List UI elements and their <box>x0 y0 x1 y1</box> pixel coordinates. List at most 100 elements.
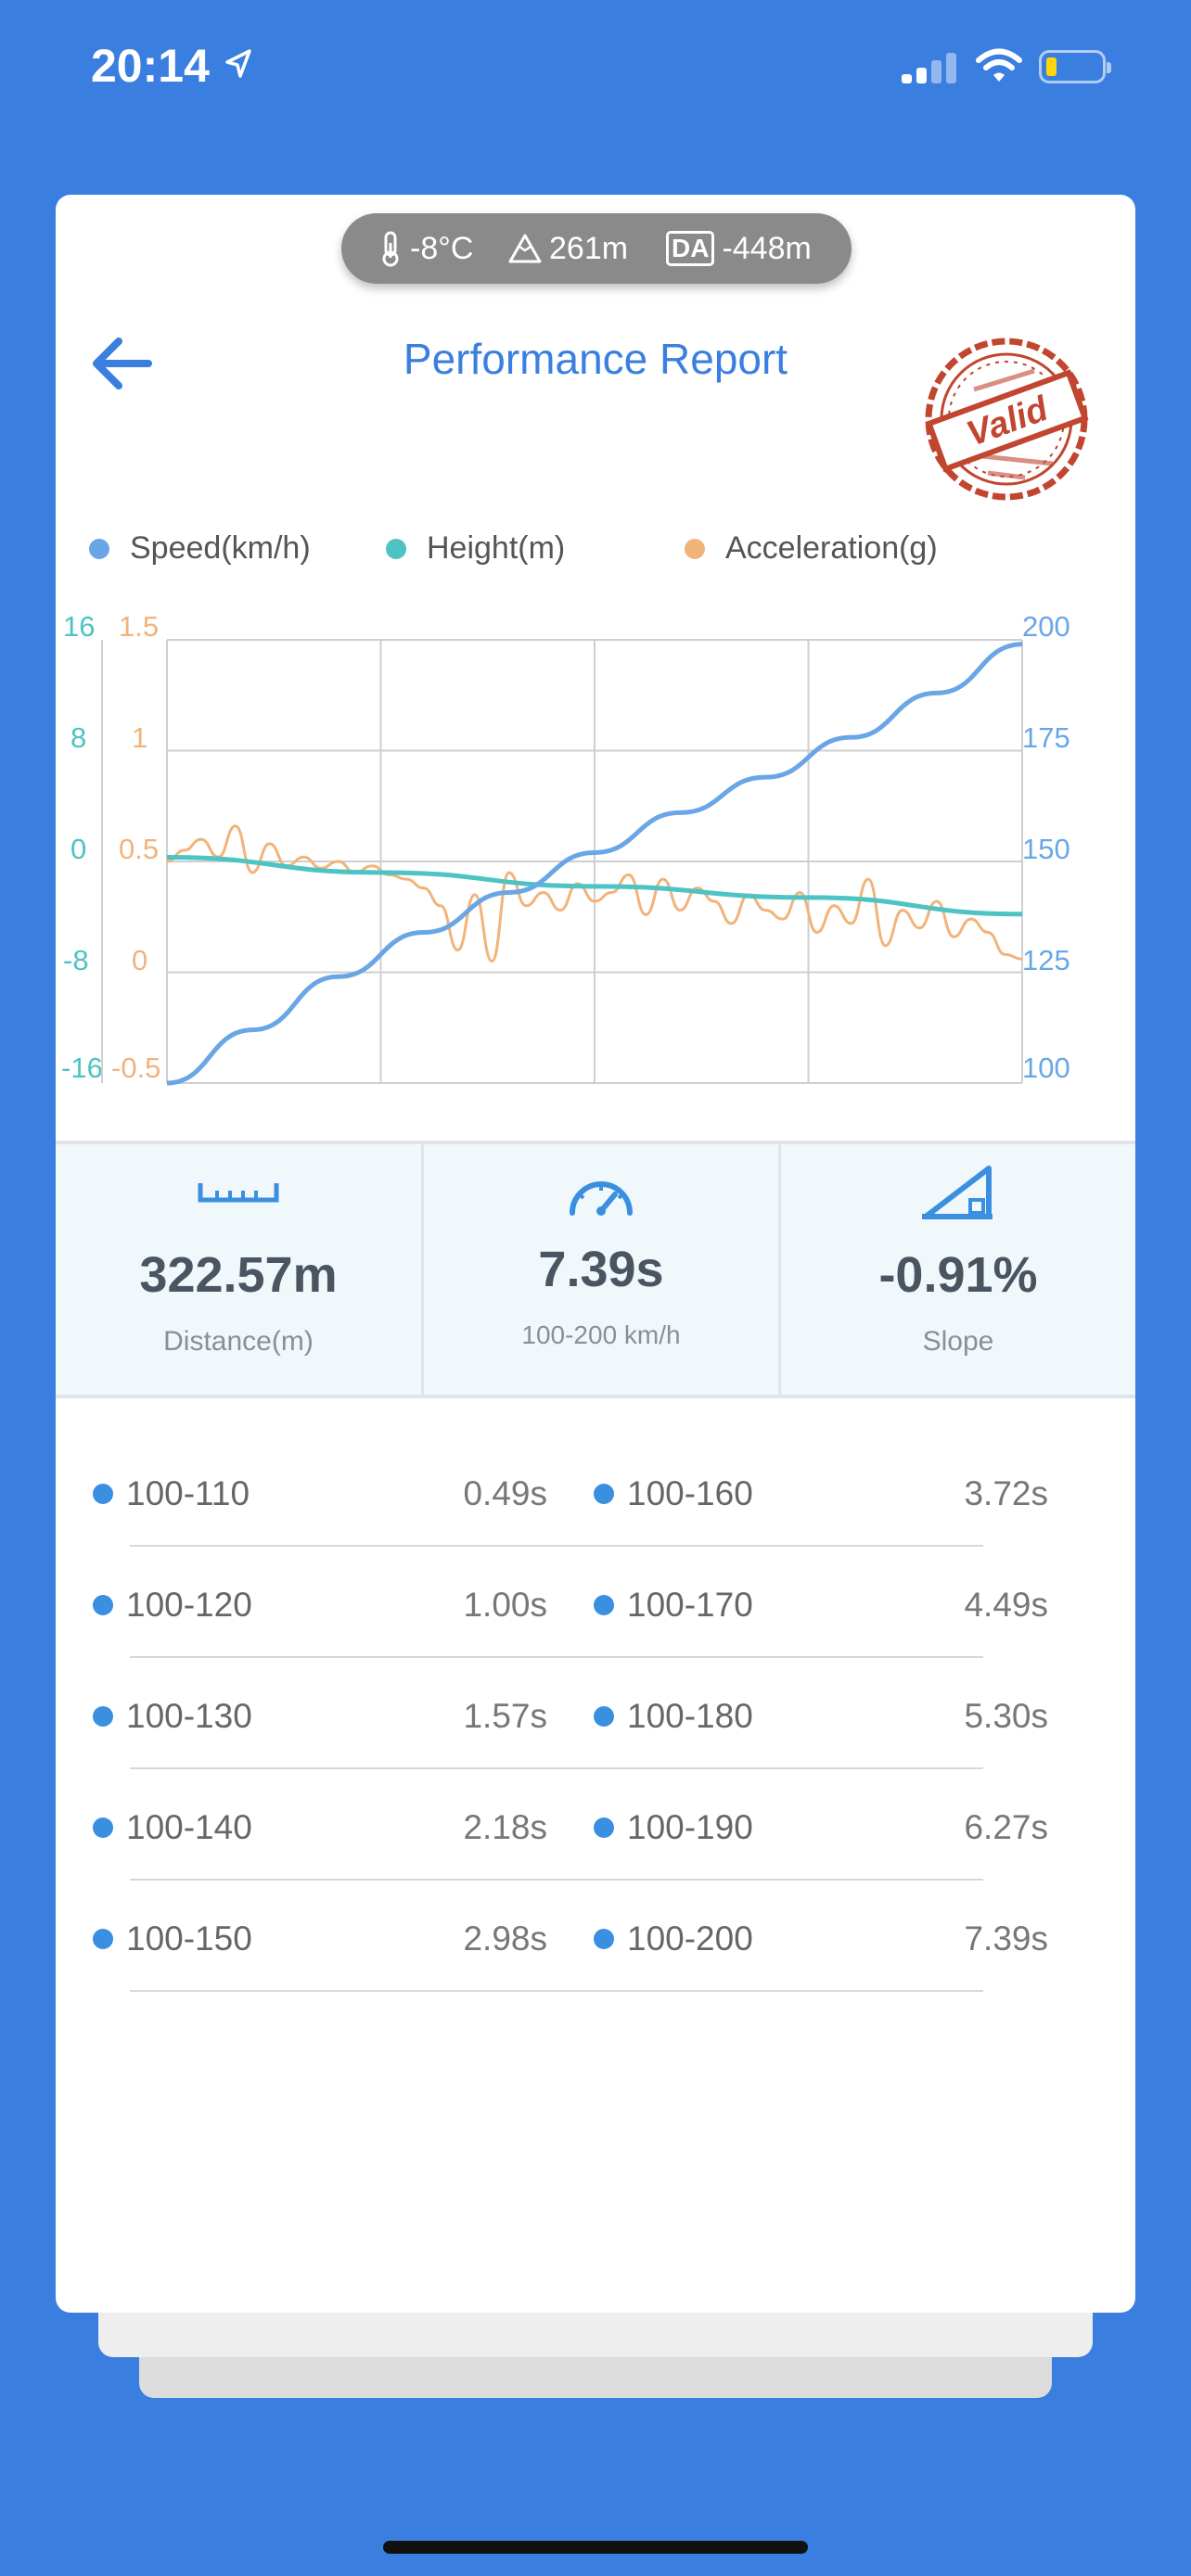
split-range: 100-150 <box>126 1919 252 1958</box>
legend-speed-dot <box>89 538 109 559</box>
split-time: 2.98s <box>463 1919 547 1958</box>
speed-tick: 150 <box>1022 833 1070 865</box>
valid-stamp: Valid <box>925 338 1089 501</box>
density-altitude-value: -448m <box>722 230 812 266</box>
battery-icon <box>1039 50 1111 83</box>
split-divider <box>130 1656 983 1658</box>
split-time: 7.39s <box>964 1919 1048 1958</box>
slope-label: Slope <box>922 1326 994 1357</box>
split-time: 2.18s <box>463 1808 547 1846</box>
split-range: 100-160 <box>627 1474 753 1512</box>
split-time: 3.72s <box>964 1474 1048 1512</box>
height-tick: 8 <box>70 721 87 754</box>
mountain-icon <box>508 234 542 263</box>
split-divider <box>130 1767 983 1769</box>
home-indicator[interactable] <box>383 2541 808 2554</box>
split-dot <box>594 1484 614 1504</box>
split-dot <box>93 1817 113 1838</box>
split-range: 100-200 <box>627 1919 753 1958</box>
speed-tick: 175 <box>1022 721 1070 754</box>
height-tick: -16 <box>61 1052 103 1084</box>
slope-icon <box>922 1166 992 1219</box>
height-tick: 0 <box>70 833 87 865</box>
acceleration-tick: 0.5 <box>119 833 160 865</box>
legend-height-label: Height(m) <box>427 530 566 566</box>
split-dot <box>594 1817 614 1838</box>
temperature-value: -8°C <box>410 230 474 266</box>
thermometer-icon <box>382 231 399 267</box>
split-row: 100-120 1.00s 100-170 4.49s <box>56 1547 1135 1658</box>
split-row: 100-140 2.18s 100-190 6.27s <box>56 1769 1135 1881</box>
legend-height[interactable]: Height(m) <box>386 530 565 567</box>
legend-acceleration-label: Acceleration(g) <box>725 530 938 566</box>
legend-acceleration-dot <box>685 538 705 559</box>
split-divider <box>130 1990 983 1992</box>
temperature-item: -8°C <box>378 213 473 284</box>
wifi-icon <box>976 48 1022 82</box>
split-dot <box>93 1595 113 1615</box>
density-altitude-item: DA -448m <box>666 213 812 284</box>
split-dot <box>93 1929 113 1949</box>
speed-tick: 200 <box>1022 610 1070 643</box>
split-dot <box>93 1484 113 1504</box>
da-badge: DA <box>666 231 715 266</box>
split-divider <box>130 1879 983 1881</box>
distance-value: 322.57m <box>139 1247 338 1303</box>
slope-stat: -0.91% Slope <box>781 1144 1135 1395</box>
split-time: 1.00s <box>463 1586 547 1624</box>
legend-height-dot <box>386 538 406 559</box>
report-card: -8°C 261m DA -448m Performance Report Va… <box>56 195 1135 2313</box>
acceleration-tick: 1.5 <box>119 610 160 643</box>
status-time: 20:14 <box>91 40 210 92</box>
location-arrow-icon <box>225 49 251 78</box>
stat-divider <box>421 1144 424 1395</box>
legend-acceleration[interactable]: Acceleration(g) <box>685 530 938 567</box>
split-range: 100-110 <box>126 1474 250 1512</box>
time-value: 7.39s <box>538 1242 664 1297</box>
split-time: 4.49s <box>964 1586 1048 1624</box>
altitude-item: 261m <box>506 213 628 284</box>
performance-chart <box>101 639 1023 1086</box>
split-time: 0.49s <box>463 1474 547 1512</box>
split-dot <box>594 1929 614 1949</box>
split-divider <box>130 1545 983 1547</box>
split-dot <box>594 1595 614 1615</box>
speed-line <box>166 642 1023 1086</box>
split-range: 100-120 <box>126 1586 252 1624</box>
split-range: 100-190 <box>627 1808 753 1846</box>
time-stat: 7.39s 100-200 km/h <box>424 1144 778 1395</box>
split-range: 100-180 <box>627 1697 753 1735</box>
split-dot <box>93 1706 113 1727</box>
stat-divider <box>778 1144 781 1395</box>
split-range: 100-140 <box>126 1808 252 1846</box>
back-arrow-icon[interactable] <box>83 325 161 402</box>
cellular-signal-icon <box>902 52 959 83</box>
speed-tick: 100 <box>1022 1052 1070 1084</box>
acceleration-tick: 1 <box>132 721 148 754</box>
legend-speed[interactable]: Speed(km/h) <box>89 530 311 567</box>
ruler-icon <box>198 1183 279 1203</box>
split-time: 5.30s <box>964 1697 1048 1735</box>
speedometer-icon <box>570 1181 633 1216</box>
split-time: 6.27s <box>964 1808 1048 1846</box>
stats-panel: 322.57m Distance(m) 7.39s 100-200 km/h -… <box>56 1141 1135 1398</box>
height-tick: -8 <box>63 944 89 976</box>
split-dot <box>594 1706 614 1727</box>
page-title: Performance Report <box>403 335 788 383</box>
split-row: 100-130 1.57s 100-180 5.30s <box>56 1658 1135 1769</box>
altitude-value: 261m <box>549 230 629 266</box>
legend-speed-label: Speed(km/h) <box>130 530 311 566</box>
split-time: 1.57s <box>463 1697 547 1735</box>
distance-label: Distance(m) <box>163 1326 314 1357</box>
acceleration-tick: 0 <box>132 944 148 976</box>
environment-pill: -8°C 261m DA -448m <box>341 213 852 284</box>
split-row: 100-110 0.49s 100-160 3.72s <box>56 1435 1135 1547</box>
height-line <box>166 855 1023 917</box>
split-range: 100-170 <box>627 1586 753 1624</box>
height-tick: 16 <box>63 610 96 643</box>
acceleration-tick: -0.5 <box>111 1052 161 1084</box>
time-range-label: 100-200 km/h <box>521 1320 681 1349</box>
split-row: 100-150 2.98s 100-200 7.39s <box>56 1881 1135 1992</box>
slope-value: -0.91% <box>878 1247 1038 1303</box>
distance-stat: 322.57m Distance(m) <box>56 1144 421 1395</box>
